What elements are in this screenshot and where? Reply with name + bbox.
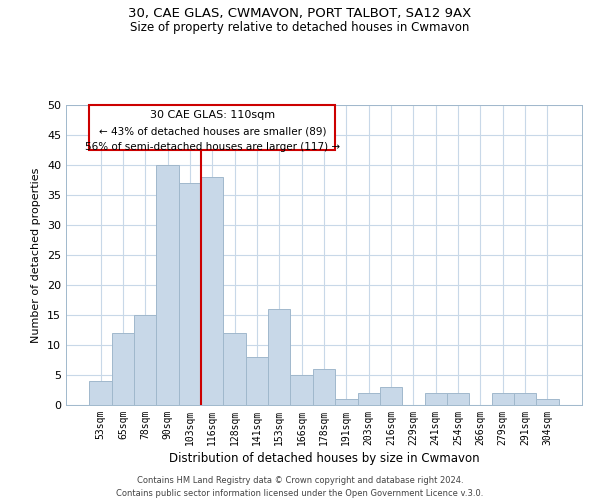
Text: 30, CAE GLAS, CWMAVON, PORT TALBOT, SA12 9AX: 30, CAE GLAS, CWMAVON, PORT TALBOT, SA12…: [128, 8, 472, 20]
Text: Contains HM Land Registry data © Crown copyright and database right 2024.: Contains HM Land Registry data © Crown c…: [137, 476, 463, 485]
Bar: [491, 393, 514, 405]
Bar: [157, 165, 179, 405]
Bar: [179, 183, 201, 405]
FancyBboxPatch shape: [89, 105, 335, 150]
Bar: [358, 393, 380, 405]
Y-axis label: Number of detached properties: Number of detached properties: [31, 168, 41, 342]
Bar: [112, 333, 134, 405]
Text: 30 CAE GLAS: 110sqm: 30 CAE GLAS: 110sqm: [150, 110, 275, 120]
Bar: [134, 315, 157, 405]
Text: ← 43% of detached houses are smaller (89): ← 43% of detached houses are smaller (89…: [98, 126, 326, 136]
Bar: [447, 393, 469, 405]
Bar: [268, 309, 290, 405]
Bar: [89, 381, 112, 405]
Text: Size of property relative to detached houses in Cwmavon: Size of property relative to detached ho…: [130, 21, 470, 34]
Bar: [223, 333, 246, 405]
Bar: [246, 357, 268, 405]
Bar: [290, 375, 313, 405]
Bar: [380, 387, 402, 405]
Text: Contains public sector information licensed under the Open Government Licence v.: Contains public sector information licen…: [116, 489, 484, 498]
Bar: [335, 399, 358, 405]
Bar: [536, 399, 559, 405]
Text: 56% of semi-detached houses are larger (117) →: 56% of semi-detached houses are larger (…: [85, 142, 340, 152]
Bar: [201, 177, 223, 405]
Bar: [313, 369, 335, 405]
X-axis label: Distribution of detached houses by size in Cwmavon: Distribution of detached houses by size …: [169, 452, 479, 465]
Bar: [425, 393, 447, 405]
Bar: [514, 393, 536, 405]
